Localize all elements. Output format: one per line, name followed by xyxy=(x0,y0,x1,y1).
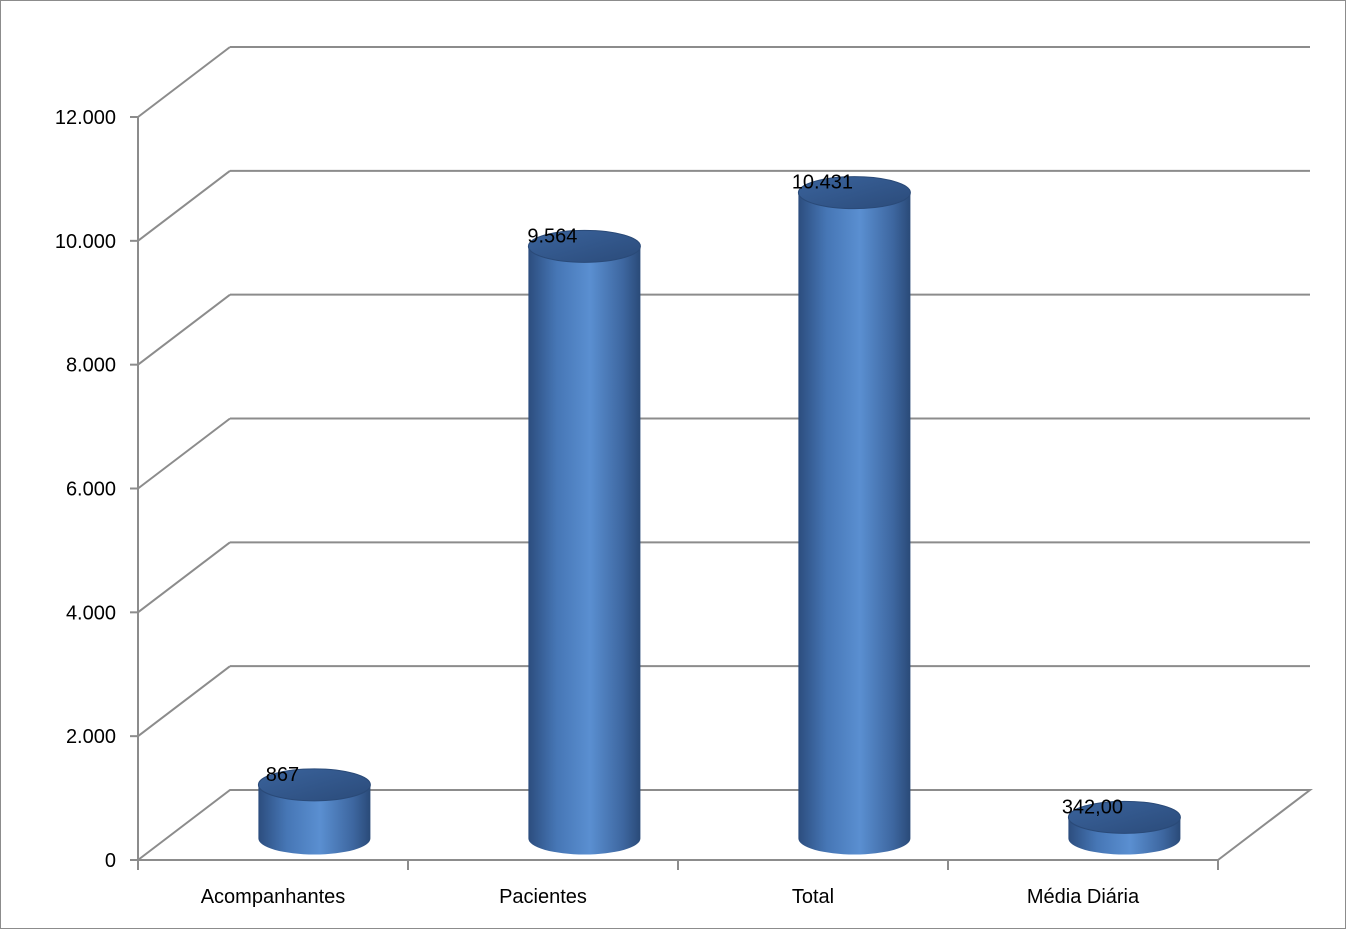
y-tick-label: 12.000 xyxy=(55,107,116,129)
bars xyxy=(257,176,1181,855)
bar-top xyxy=(797,176,911,210)
bar-top xyxy=(1067,800,1181,834)
bar xyxy=(257,768,371,855)
gridline-side xyxy=(137,170,231,242)
bar-body xyxy=(258,784,371,855)
x-tick-label: Total xyxy=(792,886,834,908)
y-tick-label: 0 xyxy=(105,850,116,872)
gridline-side xyxy=(137,46,231,118)
gridline-side xyxy=(137,293,231,366)
x-tick-label: Acompanhantes xyxy=(201,886,346,908)
y-tick-label: 8.000 xyxy=(66,355,116,377)
gridline-side xyxy=(137,417,231,490)
chart-walls xyxy=(137,46,1313,861)
bar-body xyxy=(798,192,911,855)
bar xyxy=(527,229,641,855)
bar xyxy=(797,176,911,855)
y-tick-label: 4.000 xyxy=(66,602,116,624)
gridline-side xyxy=(137,665,231,737)
bar xyxy=(1067,800,1181,855)
bar-top xyxy=(527,229,641,263)
data-label: 342,00 xyxy=(1062,796,1123,818)
floor xyxy=(137,789,1313,861)
x-tick-label: Média Diária xyxy=(1027,886,1140,908)
gridline-side xyxy=(137,541,231,614)
data-label: 9.564 xyxy=(527,225,577,247)
y-tick-label: 2.000 xyxy=(66,726,116,748)
bar-top xyxy=(257,768,371,802)
y-tick-label: 10.000 xyxy=(55,231,116,253)
y-tick-label: 6.000 xyxy=(66,479,116,501)
x-tick-label: Pacientes xyxy=(499,886,587,908)
y-axis: 0 2.000 4.000 6.000 8.000 10.000 12.000 xyxy=(55,107,139,872)
x-axis: Acompanhantes Pacientes Total Média Diária xyxy=(137,859,1219,908)
bar-body xyxy=(528,246,641,855)
data-label: 867 xyxy=(266,764,299,786)
data-labels: 867 9.564 10.431 342,00 xyxy=(266,172,1123,819)
data-label: 10.431 xyxy=(792,172,853,194)
